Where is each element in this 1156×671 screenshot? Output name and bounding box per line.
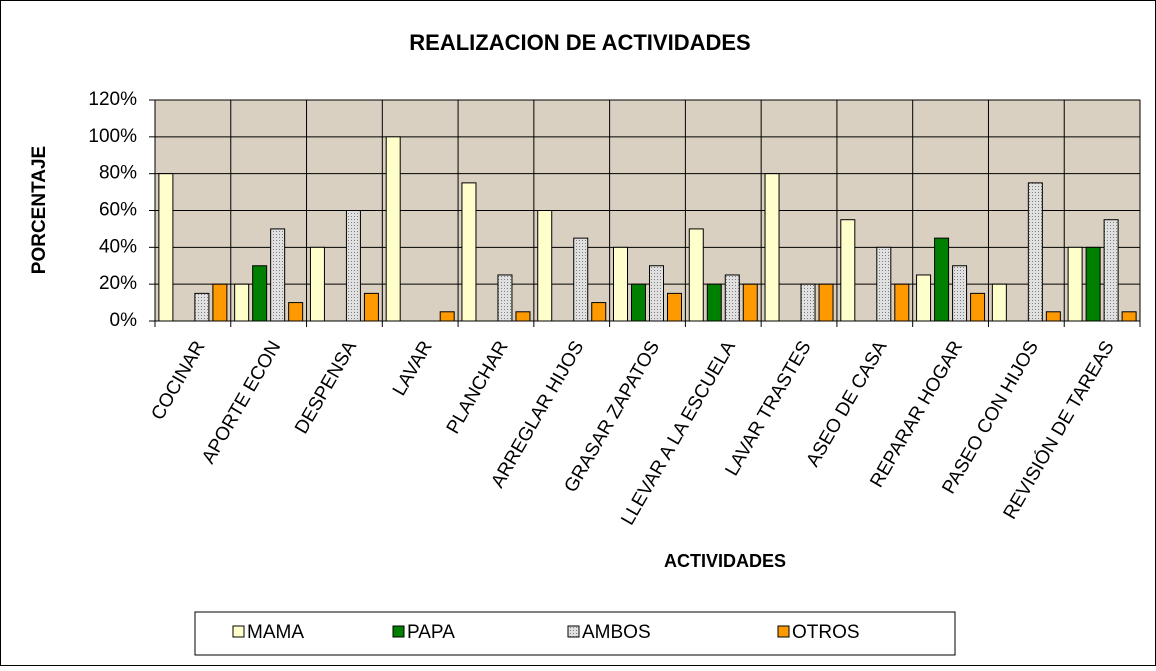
bar [818,283,834,322]
x-axis-label: ACTIVIDADES [664,551,786,571]
chart-title: REALIZACION DE ACTIVIDADES [409,30,750,55]
bar [724,274,740,322]
bar [800,283,816,322]
bar [288,302,304,322]
legend-label: PAPA [407,622,455,643]
bar [894,283,910,322]
legend-swatch [567,625,580,638]
bar [234,283,250,322]
bar [916,274,932,322]
bar [345,210,361,322]
y-tick-label: 120% [88,89,137,110]
y-tick-label: 80% [99,163,137,184]
bar [363,292,379,322]
y-tick-label: 0% [110,310,138,331]
bar [461,182,477,322]
bar [1103,219,1119,322]
legend-label: OTROS [792,622,860,643]
bar [649,265,664,322]
bar [1027,182,1043,322]
bar [573,237,589,322]
y-tick-label: 60% [99,200,137,221]
y-tick-label: 20% [99,273,137,294]
bar [309,246,325,322]
bar [591,302,607,322]
bar [439,311,455,322]
bar [742,283,758,322]
bar [970,292,986,322]
bar [1121,311,1137,322]
bar [212,283,228,322]
legend-swatch [232,625,245,638]
bar [1067,246,1083,322]
bar [688,228,704,322]
bar [840,219,856,322]
bar [385,136,401,322]
bar [991,283,1007,322]
bar [515,311,531,322]
y-tick-label: 40% [99,236,137,257]
bar [667,292,682,322]
bar [952,265,968,322]
y-tick-label: 100% [88,126,137,147]
legend-label: MAMA [247,622,304,643]
legend-label: AMBOS [582,622,651,643]
y-axis-label: PORCENTAJE [29,146,50,274]
bar [764,173,780,322]
bar [270,228,286,322]
bar [876,246,892,322]
bar [613,246,628,322]
bar [252,265,268,322]
bar [194,292,210,322]
bar [158,173,174,322]
bar [1085,246,1101,322]
bar [934,237,950,322]
bar [497,274,513,322]
bar [631,283,646,322]
bar [1045,311,1061,322]
bar [537,210,553,322]
legend-swatch [392,625,405,638]
bar [706,283,722,322]
legend-swatch [777,625,790,638]
